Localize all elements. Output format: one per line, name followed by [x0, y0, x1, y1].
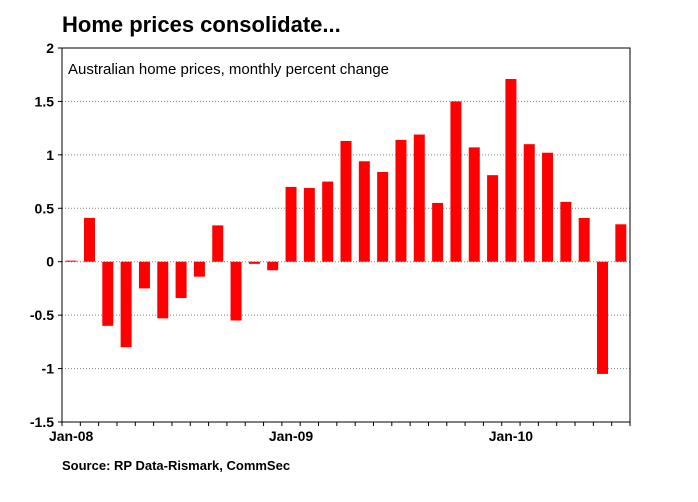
bar-May-09 [358, 161, 370, 262]
bar-Jan-10 [505, 78, 517, 262]
bar-Jan-08 [65, 260, 77, 262]
bar-Feb-09 [303, 187, 315, 262]
chart-subtitle: Australian home prices, monthly percent … [68, 61, 389, 78]
x-tick-label: Jan-09 [269, 428, 314, 444]
y-tick-label: 2 [46, 40, 54, 56]
bar-Sep-09 [432, 202, 444, 262]
bar-Jul-10 [615, 224, 627, 262]
bar-Feb-08 [83, 217, 95, 262]
bar-Apr-10 [560, 201, 572, 262]
y-tick-label: 0.5 [35, 200, 55, 216]
chart-source: Source: RP Data-Rismark, CommSec [62, 458, 291, 473]
bar-Jun-08 [157, 261, 169, 319]
bar-May-08 [138, 261, 150, 289]
bar-Oct-09 [450, 101, 462, 262]
x-tick-label: Jan-10 [489, 428, 534, 444]
bar-Jun-09 [377, 171, 389, 262]
bar-Jun-10 [597, 261, 609, 374]
bar-May-10 [578, 217, 590, 262]
bar-Nov-09 [468, 147, 480, 262]
bar-Jan-09 [285, 186, 297, 262]
y-tick-label: -0.5 [30, 307, 54, 323]
bar-Mar-10 [542, 152, 554, 262]
bar-Aug-09 [413, 134, 425, 262]
bar-Apr-08 [120, 261, 132, 348]
bars [65, 78, 627, 374]
bar-Nov-08 [248, 261, 260, 264]
bar-Mar-09 [322, 181, 334, 262]
bar-Aug-08 [193, 261, 205, 277]
bar-Jul-08 [175, 261, 187, 299]
chart-title: Home prices consolidate... [62, 12, 341, 37]
bar-Dec-08 [267, 261, 279, 271]
y-tick-label: -1 [42, 361, 55, 377]
bar-Oct-08 [230, 261, 242, 321]
y-tick-label: 1 [46, 147, 54, 163]
y-tick-label: -1.5 [30, 414, 54, 430]
plot-area [61, 47, 631, 423]
y-tick-label: 0 [46, 254, 54, 270]
bar-Mar-08 [102, 261, 114, 326]
x-tick-label: Jan-08 [49, 428, 94, 444]
bar-Feb-10 [523, 144, 535, 262]
bar-Dec-09 [487, 175, 499, 262]
bar-Apr-09 [340, 140, 352, 262]
bar-Jul-09 [395, 139, 407, 262]
y-tick-label: 1.5 [35, 93, 55, 109]
bar-Sep-08 [212, 225, 224, 262]
